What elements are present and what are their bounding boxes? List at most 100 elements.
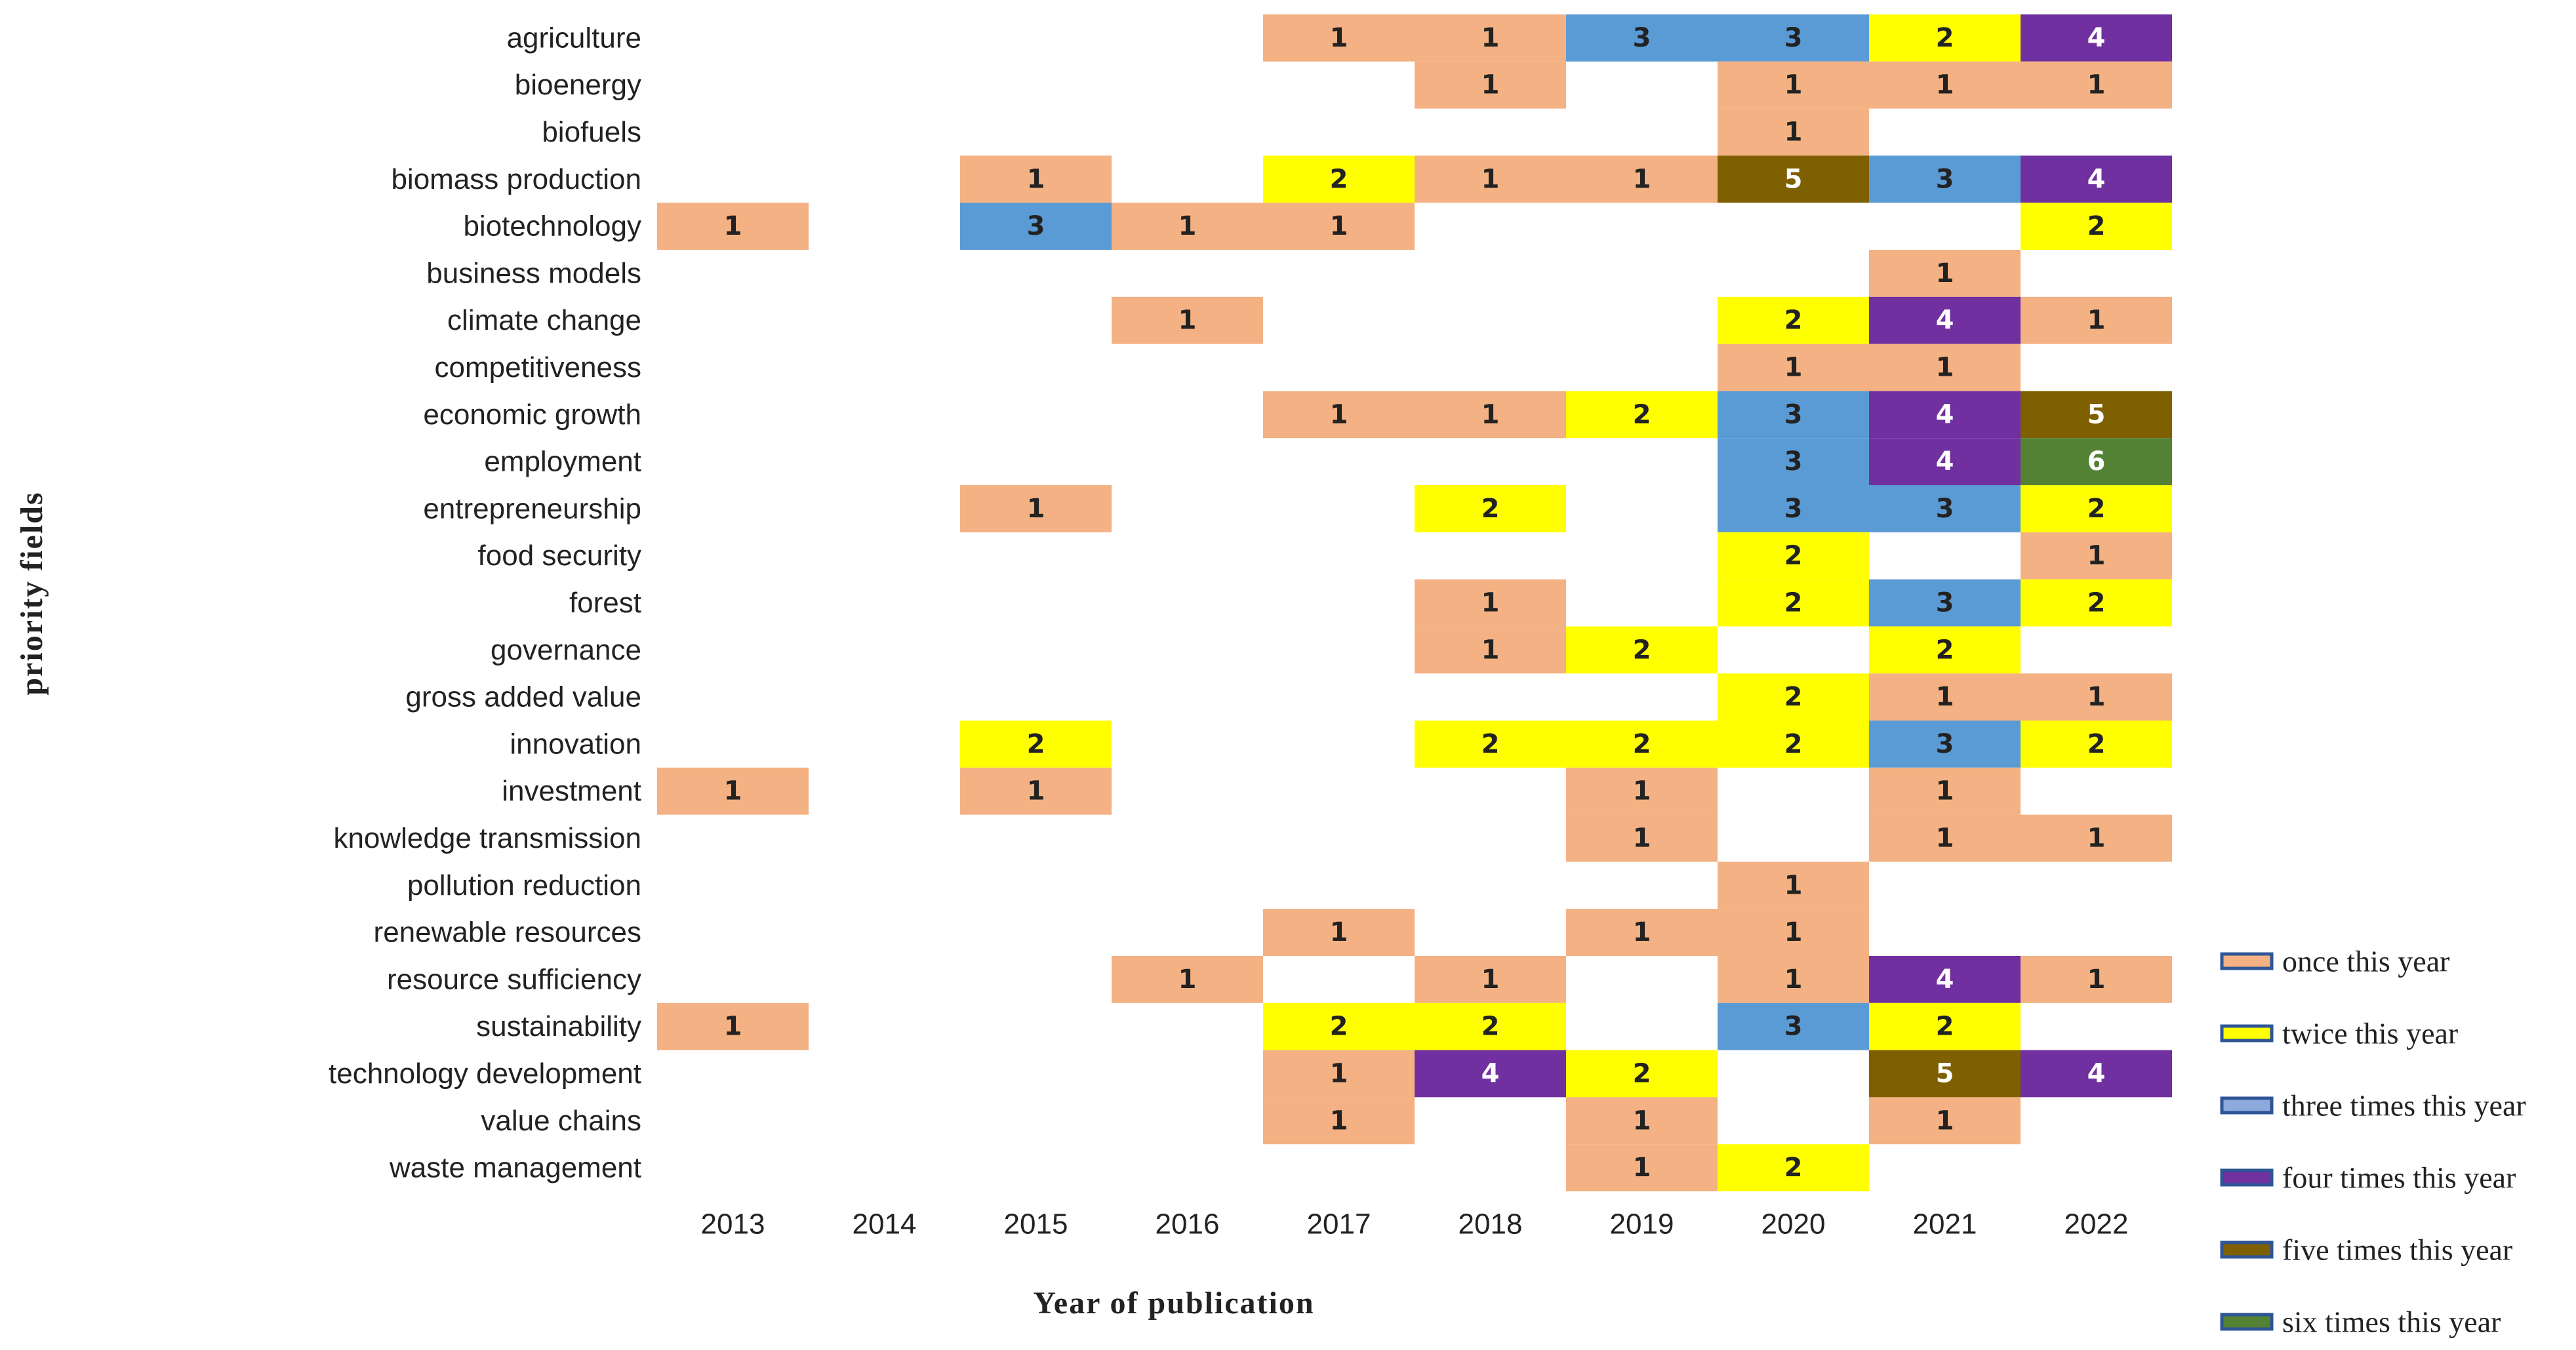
x-tick-label: 2022 xyxy=(2064,1208,2129,1241)
row-label: biofuels xyxy=(542,116,641,148)
heatmap-cell xyxy=(1869,721,2021,768)
row-label: gross added value xyxy=(405,681,641,713)
cell-value-label: 3 xyxy=(1027,211,1045,241)
cell-value-label: 3 xyxy=(1936,729,1954,759)
heatmap-cell xyxy=(2021,438,2172,485)
legend-label: five times this year xyxy=(2282,1233,2512,1267)
heatmap-cell xyxy=(1415,1050,1566,1098)
y-axis-title: priority fields xyxy=(14,491,49,695)
cell-value-label: 4 xyxy=(2087,23,2106,53)
cell-value-label: 1 xyxy=(1481,164,1500,194)
heatmap-cell xyxy=(960,767,1112,815)
heatmap-cell xyxy=(1718,532,1869,580)
cell-value-label: 1 xyxy=(1784,870,1803,900)
cell-value-label: 3 xyxy=(1784,447,1803,477)
heatmap-cell xyxy=(2021,391,2172,439)
heatmap-cell xyxy=(1112,296,1263,344)
cell-value-label: 1 xyxy=(1633,917,1651,947)
row-label: governance xyxy=(491,634,641,666)
heatmap-cell xyxy=(1869,391,2021,439)
cell-value-label: 2 xyxy=(1784,541,1803,571)
row-label: climate change xyxy=(447,304,641,336)
heatmap-cell xyxy=(1718,344,1869,391)
cell-value-label: 2 xyxy=(1784,1153,1803,1183)
heatmap-cell xyxy=(1566,155,1718,203)
cell-value-label: 1 xyxy=(1936,258,1954,288)
heatmap-cell xyxy=(2021,485,2172,532)
cell-value-label: 3 xyxy=(1936,164,1954,194)
heatmap-cell xyxy=(1718,579,1869,627)
cell-value-label: 2 xyxy=(1784,682,1803,712)
legend-swatch xyxy=(2220,952,2274,970)
legend-swatch xyxy=(2220,1168,2274,1187)
cell-value-label: 2 xyxy=(1633,729,1651,759)
cell-value-label: 2 xyxy=(1330,164,1348,194)
heatmap-cell xyxy=(657,767,809,815)
heatmap-cell xyxy=(1718,721,1869,768)
heatmap-cell xyxy=(1718,862,1869,909)
cell-value-label: 2 xyxy=(2087,729,2106,759)
cell-value-label: 4 xyxy=(1936,399,1954,429)
heatmap-cell xyxy=(1869,1097,2021,1145)
legend-swatch xyxy=(2220,1313,2274,1331)
row-label: employment xyxy=(484,446,641,478)
legend-swatch xyxy=(2220,1024,2274,1042)
cell-value-label: 1 xyxy=(2087,70,2106,100)
cell-value-label: 2 xyxy=(1481,729,1500,759)
cell-value-label: 5 xyxy=(1936,1059,1954,1089)
heatmap-cell xyxy=(1263,1050,1415,1098)
cell-value-label: 1 xyxy=(1178,964,1197,995)
cell-value-label: 1 xyxy=(1330,917,1348,947)
legend-label: three times this year xyxy=(2282,1089,2526,1122)
heatmap-cell xyxy=(1263,1003,1415,1050)
cell-value-label: 4 xyxy=(1936,306,1954,336)
cell-value-label: 1 xyxy=(1481,588,1500,618)
cell-value-label: 2 xyxy=(1633,635,1651,665)
heatmap-cell xyxy=(1718,1144,1869,1191)
heatmap-cell xyxy=(1718,296,1869,344)
heatmap-cell xyxy=(1566,626,1718,674)
legend-label: twice this year xyxy=(2282,1017,2458,1050)
heatmap-cell xyxy=(1566,721,1718,768)
cell-value-label: 1 xyxy=(1330,1105,1348,1136)
heatmap-cell xyxy=(1566,1144,1718,1191)
cell-value-label: 1 xyxy=(2087,306,2106,336)
heatmap-cell xyxy=(1415,626,1566,674)
x-tick-label: 2018 xyxy=(1459,1208,1523,1241)
heatmap-cell xyxy=(2021,532,2172,580)
cell-value-label: 1 xyxy=(2087,682,2106,712)
cell-value-label: 3 xyxy=(1784,1012,1803,1042)
legend: once this year twice this year three times… xyxy=(2220,945,2526,1339)
x-tick-label: 2014 xyxy=(853,1208,917,1241)
heatmap-cell xyxy=(1869,61,2021,109)
x-tick-label: 2021 xyxy=(1913,1208,1977,1241)
cell-value-label: 5 xyxy=(1784,164,1803,194)
row-label: biomass production xyxy=(391,163,641,195)
x-tick-label: 2020 xyxy=(1761,1208,1826,1241)
heatmap-cell xyxy=(1869,579,2021,627)
legend-swatch xyxy=(2220,1096,2274,1115)
cell-value-label: 1 xyxy=(2087,824,2106,854)
heatmap-cell xyxy=(1869,14,2021,62)
heatmap-cell xyxy=(1415,155,1566,203)
heatmap-cell xyxy=(1415,956,1566,1003)
heatmap-cell xyxy=(1869,485,2021,532)
row-label: biotechnology xyxy=(463,210,641,243)
heatmap-cell xyxy=(1718,14,1869,62)
cell-value-label: 1 xyxy=(1481,964,1500,995)
heatmap-cell xyxy=(1263,14,1415,62)
cell-value-label: 1 xyxy=(1784,117,1803,148)
cell-value-label: 2 xyxy=(1633,1059,1651,1089)
heatmap-cell xyxy=(1566,767,1718,815)
cell-value-label: 1 xyxy=(1633,776,1651,806)
cell-value-label: 2 xyxy=(1784,306,1803,336)
heatmap-cell xyxy=(1263,1097,1415,1145)
heatmap-cell xyxy=(2021,673,2172,721)
heatmap-cell xyxy=(1869,155,2021,203)
cell-value-label: 1 xyxy=(724,1012,742,1042)
row-label: food security xyxy=(478,540,641,572)
legend-label: four times this year xyxy=(2282,1161,2516,1195)
heatmap-cell xyxy=(2021,721,2172,768)
cell-value-label: 2 xyxy=(1481,494,1500,524)
cell-value-label: 2 xyxy=(2087,588,2106,618)
